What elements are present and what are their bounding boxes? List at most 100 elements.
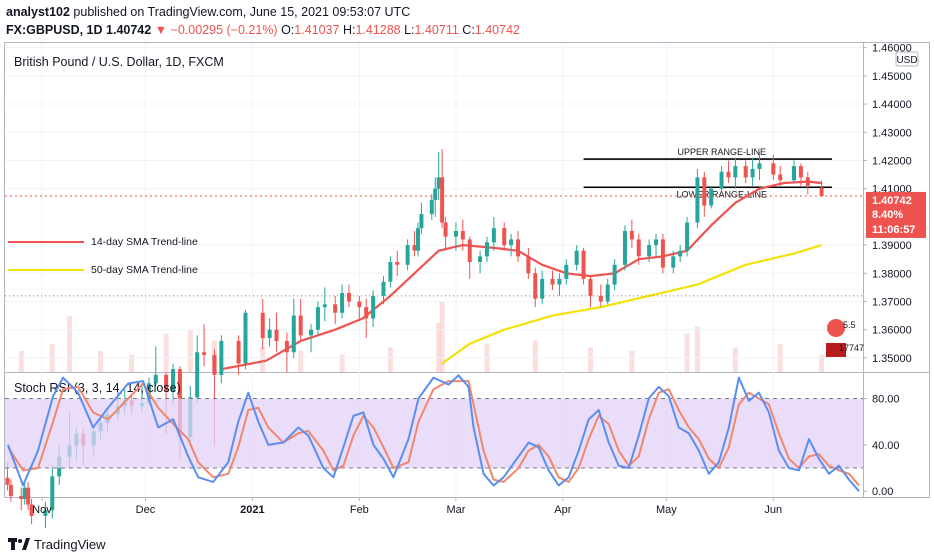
candle <box>219 335 224 384</box>
open-value: 1.41037 <box>294 23 340 37</box>
candle <box>771 154 776 181</box>
author-name[interactable]: analyst102 <box>6 5 70 19</box>
candle <box>484 236 489 262</box>
candle-body <box>533 273 538 299</box>
candle <box>636 233 641 265</box>
sma14-line <box>221 180 822 371</box>
candle <box>291 298 296 358</box>
candle-body <box>164 374 169 392</box>
candle <box>309 324 314 353</box>
sma14-path <box>221 180 822 371</box>
candle-body <box>550 278 555 285</box>
candle <box>709 185 714 209</box>
candle-body <box>805 177 810 186</box>
candle-body <box>598 295 603 302</box>
candle <box>654 233 659 257</box>
candle-body <box>678 250 683 257</box>
range-lines[interactable]: UPPER RANGE-LINE LOWER RANGE-LINE <box>583 147 832 199</box>
price-label: 1.40742 <box>872 195 912 207</box>
candle <box>550 270 555 291</box>
candle <box>429 194 434 220</box>
chart-frame <box>4 42 930 498</box>
candle-body <box>322 304 327 308</box>
candle <box>660 233 665 274</box>
candle <box>647 239 652 262</box>
candle <box>622 225 627 271</box>
candle-body <box>564 264 569 279</box>
price-tick-label: 1.35000 <box>872 353 912 365</box>
candle-body <box>443 222 448 237</box>
candlestick-series <box>5 149 824 528</box>
candle-body <box>484 242 489 257</box>
close-value: 1.40742 <box>474 23 520 37</box>
candle-body <box>660 239 665 268</box>
candle-body <box>719 171 724 189</box>
rsi-gridlines <box>5 397 863 469</box>
time-axis-ticks: Nov Dec 2021 Feb Mar Apr May Jun <box>32 497 782 516</box>
currency-box[interactable] <box>895 51 919 67</box>
rsi-axis-ticks: 80.00 40.00 0.00 <box>863 393 900 498</box>
candle <box>419 202 424 234</box>
candle-body <box>647 245 652 257</box>
candle <box>8 479 13 502</box>
time-tick-label: Jun <box>764 504 782 516</box>
volume-bar <box>436 323 442 372</box>
volume-bar <box>98 351 104 372</box>
candle-body <box>43 510 48 516</box>
candle-body <box>798 166 803 178</box>
price-axis-ticks: 1.460001.450001.440001.430001.420001.410… <box>863 43 912 365</box>
high-value: 1.41288 <box>355 23 401 37</box>
candle-body <box>771 163 776 175</box>
candle <box>540 270 545 305</box>
candle <box>322 287 327 322</box>
candle <box>778 166 783 186</box>
candle-body <box>574 250 579 265</box>
candle-body <box>19 496 24 499</box>
candle-body <box>436 177 441 189</box>
candle <box>381 276 386 305</box>
volume-bar <box>684 333 690 372</box>
candle <box>743 160 748 184</box>
rsi-tick-label: 0.00 <box>872 486 893 498</box>
flag-icon <box>826 343 846 357</box>
candle-body <box>219 340 224 375</box>
candle <box>243 309 248 370</box>
candle-body <box>557 278 562 285</box>
open-label: O: <box>281 23 295 37</box>
publish-info: published on TradingView.com, June 15, 2… <box>73 5 411 19</box>
rsi-tick-label: 40.00 <box>872 440 900 452</box>
candle-body <box>381 281 386 296</box>
tradingview-brand[interactable]: TradingView <box>34 537 106 552</box>
volume-badges[interactable]: 5.5 17747 <box>826 319 864 357</box>
rsi-pane-title: Stoch RSI (3, 3, 14, 14, close) <box>14 381 181 395</box>
candle-body <box>478 256 483 262</box>
last-price: 1.40742 <box>106 23 152 37</box>
candle <box>526 247 531 279</box>
price-gridlines <box>5 43 863 497</box>
candle-body <box>743 166 748 178</box>
candle <box>750 157 755 186</box>
candle <box>757 152 762 181</box>
chart-canvas[interactable]: British Pound / U.S. Dollar, 1D, FXCM 14… <box>0 0 934 528</box>
candle <box>612 259 617 291</box>
candle-body <box>778 174 783 181</box>
countdown-label: 11:06:57 <box>872 224 915 236</box>
candle <box>440 149 445 229</box>
high-label: H: <box>342 23 356 37</box>
price-tick-label: 1.36000 <box>872 325 912 337</box>
candle <box>284 332 289 372</box>
volume-bar <box>187 330 193 372</box>
candle-body <box>622 230 627 265</box>
candle <box>22 482 27 505</box>
volume-bar <box>18 351 24 372</box>
candle-body <box>26 487 31 505</box>
candle <box>798 163 803 186</box>
candle <box>467 236 472 279</box>
volume-bars <box>18 302 825 372</box>
candle <box>236 335 241 375</box>
candle-body <box>629 230 634 240</box>
volume-bar <box>629 351 635 372</box>
price-tick-label: 1.44000 <box>872 99 912 111</box>
time-tick-label: Dec <box>136 504 156 516</box>
candle <box>509 233 514 257</box>
